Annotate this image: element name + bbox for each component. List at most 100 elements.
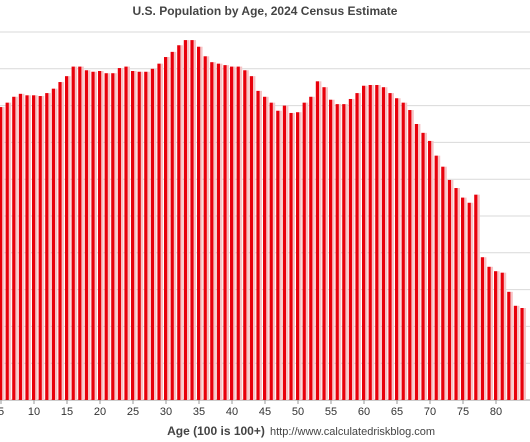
- bar: [78, 66, 82, 400]
- bar: [296, 112, 300, 400]
- bar-shade: [81, 66, 84, 400]
- x-tick-label: 70: [424, 406, 436, 418]
- bar: [474, 194, 478, 400]
- bar: [111, 73, 115, 400]
- bar-shade: [173, 51, 177, 400]
- source: http://www.calculatedriskblog.com: [270, 426, 435, 438]
- bar: [447, 179, 452, 400]
- bar: [454, 188, 458, 400]
- bar: [104, 73, 108, 400]
- bar-shade: [516, 305, 520, 400]
- x-tick-label: 55: [325, 406, 337, 418]
- bar: [25, 95, 29, 401]
- bar: [322, 87, 326, 400]
- bar-shade: [431, 140, 434, 401]
- bar: [150, 68, 154, 401]
- bar-shade: [199, 46, 203, 400]
- bar-shade: [437, 155, 441, 400]
- bar-shade: [477, 194, 480, 400]
- bar-shade: [1, 107, 5, 401]
- bar: [124, 66, 128, 400]
- x-tick-label: 20: [94, 406, 106, 418]
- bar: [236, 66, 240, 400]
- bar: [480, 257, 485, 400]
- bar-shade: [391, 93, 395, 400]
- bar-shade: [371, 84, 375, 400]
- bar: [414, 124, 419, 400]
- bar-shade: [246, 70, 249, 400]
- bar: [84, 70, 88, 400]
- bar: [342, 104, 346, 401]
- bar-shade: [120, 68, 124, 401]
- bar: [362, 85, 366, 400]
- bar-shade: [411, 110, 414, 401]
- bar: [507, 291, 511, 400]
- bar: [12, 96, 16, 400]
- bar-shade: [510, 291, 513, 400]
- bar-shade: [292, 112, 296, 401]
- bar-shade: [464, 197, 467, 400]
- bar: [5, 102, 9, 400]
- bar: [170, 51, 174, 400]
- bar-shade: [404, 102, 408, 400]
- bar-shade: [285, 105, 289, 400]
- bar-shade: [398, 98, 401, 401]
- bar-shade: [457, 188, 461, 400]
- bar: [388, 93, 392, 400]
- bar: [58, 82, 62, 400]
- bar: [467, 202, 471, 400]
- bar: [243, 70, 247, 400]
- bar: [335, 104, 339, 401]
- bar-shade: [67, 76, 71, 400]
- bar: [401, 102, 405, 400]
- bar-shade: [358, 93, 362, 400]
- bar: [163, 57, 168, 401]
- bar: [494, 271, 498, 400]
- bar: [315, 81, 320, 400]
- bar: [144, 71, 148, 400]
- bar: [329, 99, 333, 400]
- bar: [381, 87, 386, 400]
- bar-shade: [8, 102, 12, 400]
- bar-shade: [444, 166, 447, 400]
- bar: [309, 96, 313, 400]
- x-tick-label: 15: [61, 406, 73, 418]
- bar-shade: [74, 66, 78, 400]
- bar: [434, 155, 438, 400]
- bar: [210, 62, 214, 401]
- bar-shade: [450, 179, 454, 400]
- bar: [38, 96, 42, 401]
- bar: [177, 45, 181, 401]
- bar: [348, 98, 353, 400]
- bar-shade: [186, 40, 190, 400]
- bar-shade: [338, 104, 342, 401]
- bar: [263, 96, 267, 400]
- bar: [64, 76, 69, 400]
- bar: [408, 110, 412, 401]
- bar-shade: [193, 40, 196, 400]
- bar: [513, 305, 518, 400]
- bar-shade: [384, 87, 388, 400]
- bar-shade: [497, 271, 500, 400]
- bar-shade: [259, 90, 262, 400]
- x-tick-label: 40: [226, 406, 238, 418]
- bar: [256, 90, 260, 400]
- bar-shade: [523, 308, 527, 400]
- bar-shade: [490, 266, 494, 400]
- bar-shade: [180, 45, 183, 401]
- bar: [223, 65, 227, 401]
- bar-shade: [61, 82, 64, 400]
- bar-shade: [351, 98, 355, 400]
- chart-title: U.S. Population by Age, 2024 Census Esti…: [133, 4, 398, 18]
- bar-shade: [219, 63, 223, 400]
- x-tick-label: 25: [127, 406, 139, 418]
- bar-shade: [41, 96, 45, 401]
- bar: [302, 102, 306, 400]
- bar: [355, 93, 359, 400]
- bar: [0, 107, 3, 401]
- bar: [157, 63, 161, 400]
- bar: [117, 68, 121, 401]
- bar: [276, 110, 280, 400]
- bar-shade: [48, 93, 51, 400]
